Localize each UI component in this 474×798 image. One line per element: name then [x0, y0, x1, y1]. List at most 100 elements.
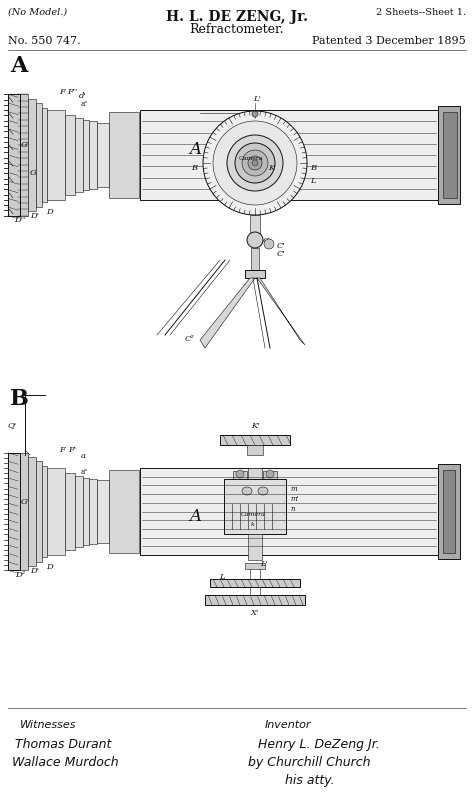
Text: aᵃ: aᵃ: [81, 100, 88, 108]
Bar: [42, 108, 47, 202]
Bar: [83, 477, 89, 545]
Bar: [47, 468, 65, 555]
Bar: [8, 94, 20, 215]
Bar: [75, 476, 83, 547]
Bar: [250, 215, 260, 233]
Bar: [42, 466, 47, 557]
Text: a: a: [81, 452, 85, 460]
Text: Inventor: Inventor: [265, 720, 311, 730]
Text: Camera: Camera: [239, 156, 263, 160]
Bar: [245, 563, 265, 569]
Text: aᵃ: aᵃ: [81, 468, 88, 476]
Text: D'': D'': [14, 216, 26, 224]
Ellipse shape: [242, 487, 252, 495]
Text: D: D: [46, 208, 54, 216]
Bar: [109, 470, 139, 553]
Bar: [97, 480, 109, 543]
Circle shape: [252, 160, 258, 166]
Bar: [83, 120, 89, 190]
Bar: [438, 464, 460, 559]
Text: Q': Q': [8, 421, 17, 429]
Circle shape: [248, 156, 262, 170]
Text: A: A: [189, 508, 201, 525]
Text: C: C: [263, 237, 269, 245]
Text: m: m: [291, 485, 298, 493]
Circle shape: [235, 143, 275, 183]
Bar: [443, 112, 457, 198]
Text: 2 Sheets--Sheet 1.: 2 Sheets--Sheet 1.: [376, 8, 466, 17]
Text: by Churchill Church: by Churchill Church: [248, 756, 371, 769]
Text: D: D: [46, 563, 54, 571]
Bar: [18, 452, 28, 571]
Text: k: k: [251, 522, 255, 527]
Bar: [36, 103, 42, 207]
Text: m': m': [291, 495, 300, 503]
Text: G': G': [20, 497, 29, 505]
Text: G: G: [29, 169, 36, 177]
Bar: [210, 579, 300, 587]
Bar: [140, 110, 438, 200]
Polygon shape: [200, 278, 255, 348]
Text: D': D': [30, 212, 39, 220]
Bar: [47, 110, 65, 200]
Circle shape: [213, 121, 297, 205]
Bar: [97, 123, 109, 188]
Bar: [75, 118, 83, 192]
Bar: [65, 116, 75, 195]
Bar: [18, 94, 28, 215]
Text: d': d': [79, 92, 87, 100]
Bar: [224, 479, 286, 534]
Text: X': X': [251, 609, 259, 617]
Text: Witnesses: Witnesses: [20, 720, 76, 730]
Bar: [28, 457, 36, 566]
Text: F: F: [59, 446, 65, 454]
Bar: [65, 473, 75, 550]
Text: B: B: [10, 388, 29, 410]
Text: G': G': [20, 141, 29, 149]
Text: Henry L. DeZeng Jr.: Henry L. DeZeng Jr.: [258, 738, 380, 751]
Bar: [248, 534, 262, 560]
Text: Patented 3 December 1895: Patented 3 December 1895: [312, 36, 466, 46]
Text: A: A: [10, 55, 27, 77]
Text: H. L. DE ZENG, Jr.: H. L. DE ZENG, Jr.: [166, 10, 308, 24]
Bar: [263, 471, 277, 481]
Text: (No Model.): (No Model.): [8, 8, 67, 17]
Ellipse shape: [258, 487, 268, 495]
Circle shape: [227, 135, 283, 191]
Text: F'': F'': [67, 88, 77, 96]
Bar: [89, 121, 97, 189]
Text: D': D': [30, 567, 39, 575]
Text: C': C': [277, 250, 286, 258]
Text: F: F: [59, 88, 65, 96]
Text: B: B: [191, 164, 197, 172]
Text: B: B: [310, 164, 316, 172]
Text: his atty.: his atty.: [285, 774, 335, 787]
Bar: [233, 471, 247, 481]
Bar: [109, 113, 139, 198]
Circle shape: [247, 232, 263, 248]
Text: L: L: [219, 573, 225, 581]
Text: L': L': [260, 560, 268, 568]
Bar: [89, 479, 97, 544]
Bar: [443, 470, 455, 553]
Text: A: A: [189, 141, 201, 159]
Bar: [140, 468, 438, 555]
Text: F': F': [68, 446, 76, 454]
Bar: [248, 468, 262, 479]
Polygon shape: [257, 278, 305, 345]
Text: L: L: [310, 177, 316, 185]
Text: K': K': [251, 422, 259, 430]
Bar: [438, 106, 460, 204]
Bar: [28, 99, 36, 211]
Circle shape: [203, 111, 307, 215]
Text: No. 550 747.: No. 550 747.: [8, 36, 81, 46]
Text: D²: D²: [15, 571, 25, 579]
Text: Wallace Murdoch: Wallace Murdoch: [12, 756, 118, 769]
Bar: [36, 461, 42, 562]
Bar: [251, 248, 259, 270]
Text: Thomas Durant: Thomas Durant: [15, 738, 111, 751]
Bar: [220, 435, 290, 445]
Circle shape: [242, 150, 268, 176]
Text: Camera: Camera: [241, 512, 265, 516]
Text: C': C': [277, 242, 286, 250]
